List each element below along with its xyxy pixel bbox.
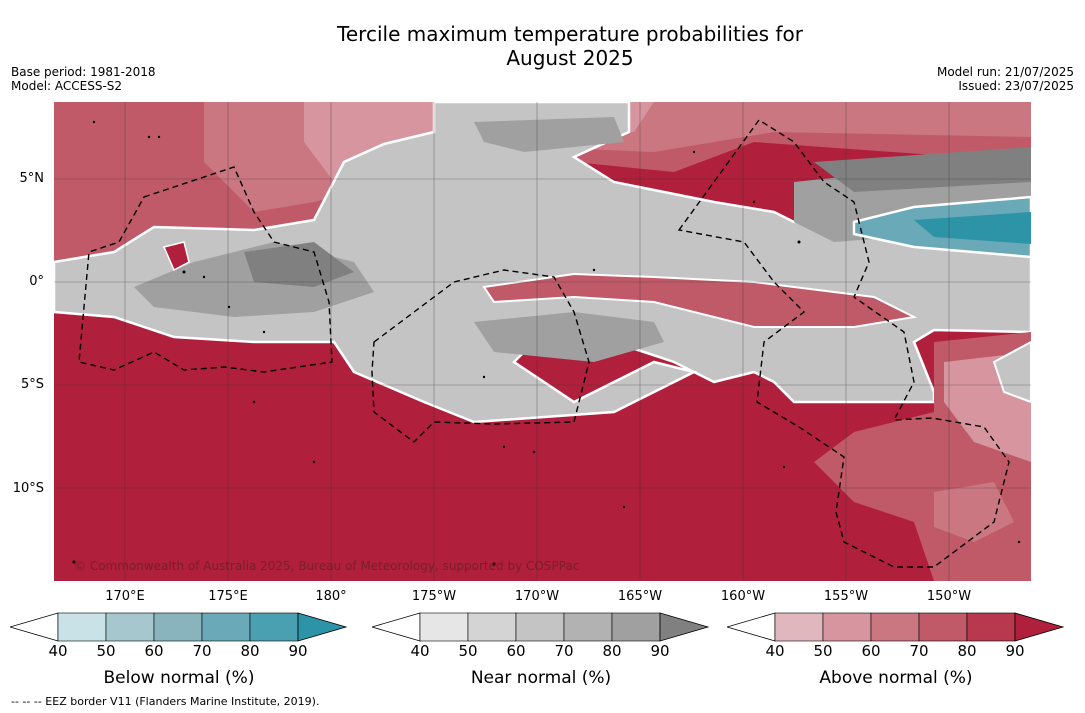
map-title: Tercile maximum temperature probabilitie… (0, 22, 1085, 70)
swatch-above-40 (774, 612, 824, 642)
lon-label-175w: 175°W (411, 589, 457, 604)
map-region-near-70-north (474, 117, 624, 152)
lat-label-5s: 5°S (20, 377, 44, 392)
swatch-below-40 (57, 612, 107, 642)
cb-above-tick-60: 60 (861, 642, 881, 660)
cb-near-tick-50: 50 (458, 642, 478, 660)
map-region-below-90 (914, 212, 1031, 244)
cb-above-tick-80: 80 (957, 642, 977, 660)
lon-label-175e: 175°E (208, 589, 248, 604)
map-region-near-90-east (814, 147, 1031, 192)
cb-near-tick-60: 60 (506, 642, 526, 660)
cb-near-title: Near normal (%) (470, 668, 612, 688)
meta-right: Model run: 21/07/2025 Issued: 23/07/2025 (937, 65, 1074, 93)
base-period: Base period: 1981-2018 (11, 65, 156, 79)
meta-left: Base period: 1981-2018 Model: ACCESS-S2 (11, 65, 156, 93)
swatch-above-50 (822, 612, 872, 642)
islands (72, 120, 1021, 566)
swatch-near-50 (467, 612, 517, 642)
swatch-below-50 (105, 612, 155, 642)
cb-below-tick-60: 60 (144, 642, 164, 660)
cb-above-tick-90: 90 (1005, 642, 1025, 660)
lon-label-160w: 160°W (720, 589, 766, 604)
cb-below-tick-80: 80 (240, 642, 260, 660)
lon-label-165w: 165°W (617, 589, 663, 604)
eez-border-central (371, 269, 590, 443)
swatch-near-80 (611, 612, 661, 642)
lon-label-170w: 170°W (514, 589, 560, 604)
cb-near-tick-80: 80 (602, 642, 622, 660)
map-region-near-90-west (244, 242, 354, 287)
lat-label-0: 0° (29, 274, 44, 289)
swatch-below-80 (249, 612, 299, 642)
swatch-near-40 (419, 612, 469, 642)
copyright-notice: © Commonwealth of Australia 2025, Bureau… (74, 559, 580, 573)
cb-near-tick-70: 70 (554, 642, 574, 660)
lon-label-150w: 150°W (926, 589, 972, 604)
colorbar-near-normal (372, 612, 710, 642)
map-region-above-60-southeast (934, 482, 1014, 542)
cb-below-tick-70: 70 (192, 642, 212, 660)
lat-label-10s: 10°S (12, 481, 44, 496)
swatch-below-60 (153, 612, 203, 642)
swatch-near-70 (563, 612, 613, 642)
issued-date: Issued: 23/07/2025 (958, 79, 1074, 93)
lon-label-170e: 170°E (105, 589, 145, 604)
colorbar-below-normal (10, 612, 348, 642)
cb-below-tick-40: 40 (48, 642, 68, 660)
model-name: Model: ACCESS-S2 (11, 79, 123, 93)
eez-borders (78, 119, 1010, 568)
eez-border-east (677, 119, 1010, 568)
cb-below-tick-90: 90 (288, 642, 308, 660)
cb-below-title: Below normal (%) (103, 668, 255, 688)
cb-above-tick-50: 50 (813, 642, 833, 660)
probability-map (54, 102, 1031, 581)
map-region-above-central (482, 272, 918, 328)
colorbar-above-normal (727, 612, 1065, 642)
title-line-2: August 2025 (506, 46, 634, 70)
cb-below-tick-50: 50 (96, 642, 116, 660)
cb-above-tick-70: 70 (909, 642, 929, 660)
swatch-above-80 (966, 612, 1016, 642)
eez-footnote: -- -- -- EEZ border V11 (Flanders Marine… (11, 695, 320, 708)
swatch-near-60 (515, 612, 565, 642)
cb-above-tick-40: 40 (765, 642, 785, 660)
model-run: Model run: 21/07/2025 (936, 65, 1074, 79)
cb-above-title: Above normal (%) (819, 668, 973, 688)
map-region-near-southeast (992, 340, 1031, 404)
cb-near-tick-90: 90 (650, 642, 670, 660)
swatch-below-70 (201, 612, 251, 642)
map-graticule (54, 102, 1031, 581)
lon-label-180: 180° (315, 589, 347, 604)
swatch-above-70 (918, 612, 968, 642)
map-region-above-small (162, 241, 190, 272)
eez-border-west (78, 166, 333, 373)
lon-label-155w: 155°W (823, 589, 869, 604)
lat-label-5n: 5°N (19, 171, 45, 186)
cb-near-tick-40: 40 (410, 642, 430, 660)
swatch-above-60 (870, 612, 920, 642)
map-region-near-70-central (474, 312, 664, 362)
title-line-1: Tercile maximum temperature probabilitie… (337, 22, 803, 46)
